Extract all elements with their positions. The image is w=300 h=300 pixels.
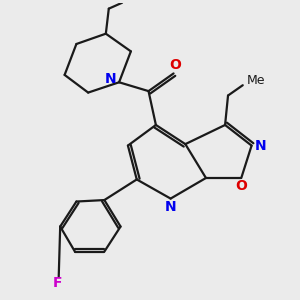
Text: O: O	[235, 179, 247, 193]
Text: O: O	[169, 58, 181, 72]
Text: Me: Me	[247, 74, 266, 87]
Text: F: F	[52, 276, 62, 290]
Text: N: N	[165, 200, 176, 214]
Text: N: N	[104, 72, 116, 86]
Text: N: N	[255, 139, 267, 153]
